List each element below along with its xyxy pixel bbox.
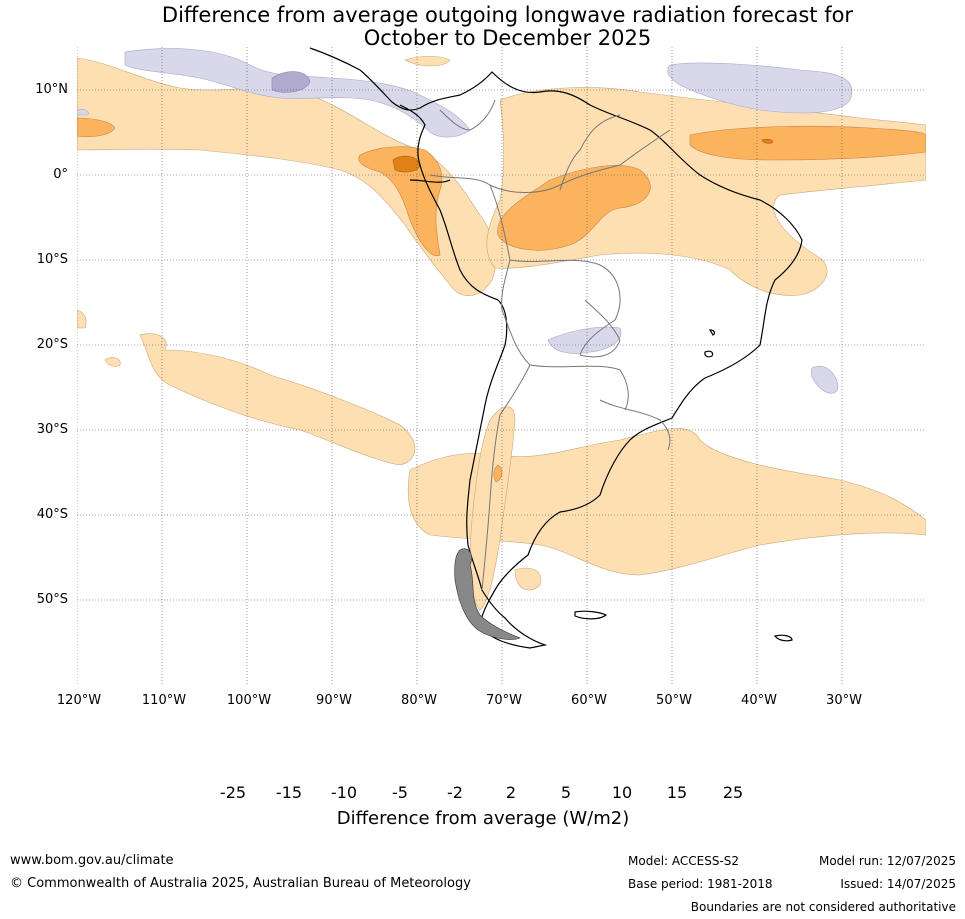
lat-label-30s: 30°S [36, 422, 68, 437]
colorbar-tick-25: 25 [722, 783, 744, 802]
lat-label-10s: 10°S [36, 252, 68, 267]
anomaly-minus10-to-minus5-regions [271, 71, 311, 93]
lon-label-100w: 100°W [226, 693, 272, 708]
patagonia-islands [454, 548, 521, 640]
lat-label-40s: 40°S [36, 507, 68, 522]
lon-label-70w: 70°W [486, 693, 522, 708]
lon-label-110w: 110°W [141, 693, 187, 708]
colorbar-tick-minus5: -5 [392, 783, 408, 802]
colorbar-tick-minus2: -2 [447, 783, 463, 802]
lon-label-90w: 90°W [316, 693, 352, 708]
website-link[interactable]: www.bom.gov.au/climate [10, 853, 174, 868]
lat-label-50s: 50°S [36, 592, 68, 607]
colorbar-title: Difference from average (W/m2) [336, 808, 630, 829]
lon-label-50w: 50°W [656, 693, 692, 708]
anomaly-5-to-10-regions [77, 117, 926, 483]
lon-label-120w: 120°W [56, 693, 102, 708]
boundaries-disclaimer: Boundaries are not considered authoritat… [690, 900, 956, 914]
lat-label-20s: 20°S [36, 337, 68, 352]
lon-label-80w: 80°W [401, 693, 437, 708]
lat-label-0: 0° [53, 167, 68, 182]
map-title-line2: October to December 2025 [363, 26, 652, 50]
map-title-line1: Difference from average outgoing longwav… [161, 3, 854, 27]
model-name: Model: ACCESS-S2 [628, 854, 740, 868]
copyright-text: © Commonwealth of Australia 2025, Austra… [10, 876, 471, 891]
colorbar-tick-5: 5 [560, 783, 572, 802]
country-boundaries [429, 99, 671, 591]
base-period: Base period: 1981-2018 [628, 877, 773, 891]
lat-label-10n: 10°N [35, 82, 68, 97]
lon-label-30w: 30°W [826, 693, 862, 708]
lon-label-40w: 40°W [741, 693, 777, 708]
map-title: Difference from average outgoing longwav… [0, 4, 965, 50]
colorbar-tick-minus10: -10 [330, 783, 358, 802]
coastline [309, 47, 803, 649]
lon-label-60w: 60°W [571, 693, 607, 708]
anomaly-minus5-to-minus2-regions [77, 48, 853, 394]
issued-date: Issued: 14/07/2025 [840, 877, 956, 891]
colorbar-tick-minus15: -15 [275, 783, 303, 802]
colorbar-tick-minus25: -25 [219, 783, 247, 802]
colorbar-tick-10: 10 [611, 783, 633, 802]
olr-anomaly-map [77, 47, 926, 685]
colorbar-tick-2: 2 [505, 783, 517, 802]
model-run-date: Model run: 12/07/2025 [818, 854, 956, 868]
colorbar-tick-15: 15 [666, 783, 688, 802]
